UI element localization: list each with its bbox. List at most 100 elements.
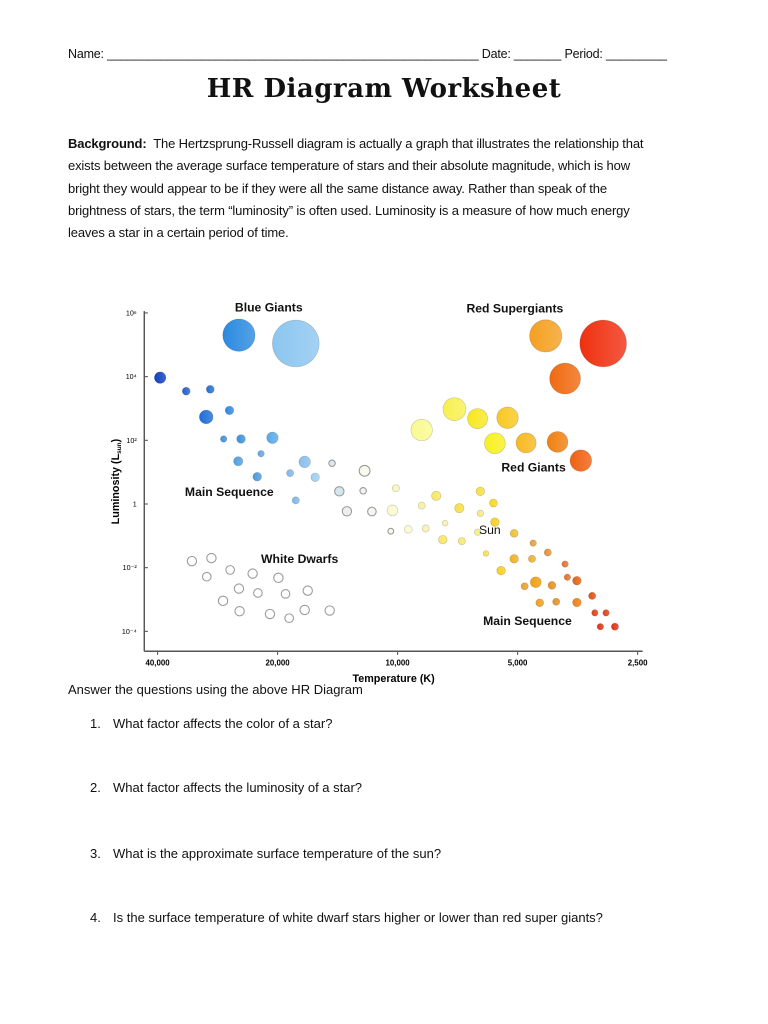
y-tick-label: 1 xyxy=(133,501,137,509)
main-sequence-star xyxy=(509,529,519,538)
date-blank[interactable]: _______ xyxy=(513,47,562,61)
main-sequence-pale-star xyxy=(341,506,353,517)
stars-layer xyxy=(154,318,627,631)
period-blank[interactable]: _________ xyxy=(605,47,667,61)
question-3: 3. What is the approximate surface temper… xyxy=(90,846,441,861)
label-red-supergiants: Red Supergiants xyxy=(466,302,563,316)
background-line: leaves a star in a certain period of tim… xyxy=(68,225,289,241)
background-line: bright they would appear to be if they w… xyxy=(68,180,607,196)
red-giants-star xyxy=(569,449,592,472)
white-dwarfs-star xyxy=(206,552,217,564)
background-line: exists between the average surface tempe… xyxy=(68,158,630,174)
label-sun: Sun xyxy=(479,523,501,537)
main-sequence-pale-star xyxy=(358,464,371,477)
background-paragraph: Background: The Hertzsprung-Russell diag… xyxy=(68,133,708,244)
background-line: brightness of stars, the term “luminosit… xyxy=(68,202,630,218)
white-dwarfs-star xyxy=(264,608,276,620)
y-tick-label: 10⁶ xyxy=(126,309,137,317)
question-number: 2. xyxy=(90,780,101,795)
white-dwarfs-star xyxy=(233,583,245,594)
white-dwarfs-star xyxy=(273,572,284,584)
main-sequence-star xyxy=(386,504,399,517)
main-sequence-star xyxy=(205,384,215,394)
main-sequence-star xyxy=(529,539,537,547)
blue-giants-star xyxy=(272,319,320,368)
name-label: Name: xyxy=(68,47,104,61)
label-blue-giants: Blue Giants xyxy=(235,301,303,315)
main-sequence-star xyxy=(496,565,506,576)
main-sequence-star xyxy=(457,537,466,546)
background-label: Background: xyxy=(68,136,147,151)
main-sequence-star xyxy=(286,469,295,478)
student-info-line: Name: __________________________________… xyxy=(68,47,667,61)
main-sequence-star xyxy=(530,576,542,588)
y-axis-title: Luminosity (Lsun) xyxy=(110,438,123,524)
questions-intro: Answer the questions using the above HR … xyxy=(68,682,363,697)
x-tick-label: 10,000 xyxy=(386,658,411,667)
main-sequence-star xyxy=(298,455,311,469)
main-sequence-star xyxy=(482,550,490,557)
main-sequence-pale-star xyxy=(328,459,336,468)
red-giants-star xyxy=(496,406,519,429)
main-sequence-star xyxy=(236,434,246,444)
label-white-dwarfs: White Dwarfs xyxy=(261,552,338,566)
main-sequence-star xyxy=(224,405,235,416)
question-text: Is the surface temperature of white dwar… xyxy=(113,910,603,925)
main-sequence-star xyxy=(528,554,536,563)
main-sequence-star xyxy=(547,580,557,590)
main-sequence-star xyxy=(391,484,400,493)
main-sequence-star xyxy=(490,517,500,527)
name-blank[interactable]: ________________________________________… xyxy=(107,47,479,61)
main-sequence-star xyxy=(602,609,610,617)
main-sequence-star xyxy=(588,591,597,600)
main-sequence-star xyxy=(489,498,498,508)
main-sequence-star xyxy=(257,450,265,458)
white-dwarfs-star xyxy=(217,595,229,607)
main-sequence-star xyxy=(572,576,582,586)
main-sequence-star xyxy=(543,548,552,557)
main-sequence-star xyxy=(561,560,569,568)
white-dwarfs-star xyxy=(234,605,245,617)
question-text: What factor affects the color of a star? xyxy=(113,716,333,731)
background-line: Background: The Hertzsprung-Russell diag… xyxy=(68,133,708,155)
x-tick-label: 40,000 xyxy=(146,658,171,667)
x-tick-label: 2,500 xyxy=(628,658,648,667)
main-sequence-star xyxy=(266,431,279,444)
question-number: 3. xyxy=(90,846,101,861)
white-dwarfs-star xyxy=(324,605,335,616)
main-sequence-star xyxy=(591,609,599,617)
x-tick-label: 20,000 xyxy=(266,658,291,667)
red-giants-star xyxy=(410,418,433,442)
y-ticks: 10⁶ 10⁴ 10² 1 10⁻² 10⁻⁴ xyxy=(122,309,148,636)
main-sequence-pale-star xyxy=(367,506,377,517)
main-sequence-star xyxy=(252,472,262,482)
main-sequence-star xyxy=(438,534,448,545)
main-sequence-star xyxy=(199,409,214,425)
background-text: The Hertzsprung-Russell diagram is actua… xyxy=(153,136,644,151)
main-sequence-star xyxy=(552,597,561,606)
red-giants-star xyxy=(515,432,537,454)
white-dwarfs-star xyxy=(280,589,291,599)
main-sequence-star xyxy=(291,496,300,505)
white-dwarfs-star xyxy=(299,604,310,616)
label-main-sequence-lower: Main Sequence xyxy=(483,614,572,628)
main-sequence-star xyxy=(535,598,545,608)
white-dwarfs-star xyxy=(225,565,236,575)
x-ticks: 40,000 20,000 10,000 5,000 2,500 xyxy=(146,651,648,667)
white-dwarfs-star xyxy=(201,571,212,582)
main-sequence-star xyxy=(310,472,320,482)
main-sequence-star xyxy=(474,528,482,536)
main-sequence-star xyxy=(476,509,484,517)
white-dwarfs-star xyxy=(247,568,258,579)
question-1: 1. What factor affects the color of a sta… xyxy=(90,716,332,731)
main-sequence-pale-star xyxy=(334,486,345,497)
white-dwarfs-star xyxy=(302,585,313,596)
main-sequence-star xyxy=(610,622,619,631)
main-sequence-star xyxy=(417,501,426,510)
red-supergiants-star xyxy=(529,319,563,353)
main-sequence-star xyxy=(572,597,582,608)
x-axis-title: Temperature (K) xyxy=(353,673,436,685)
y-tick-label: 10² xyxy=(126,437,137,445)
main-sequence-star xyxy=(520,582,529,591)
main-sequence-star xyxy=(475,486,486,496)
